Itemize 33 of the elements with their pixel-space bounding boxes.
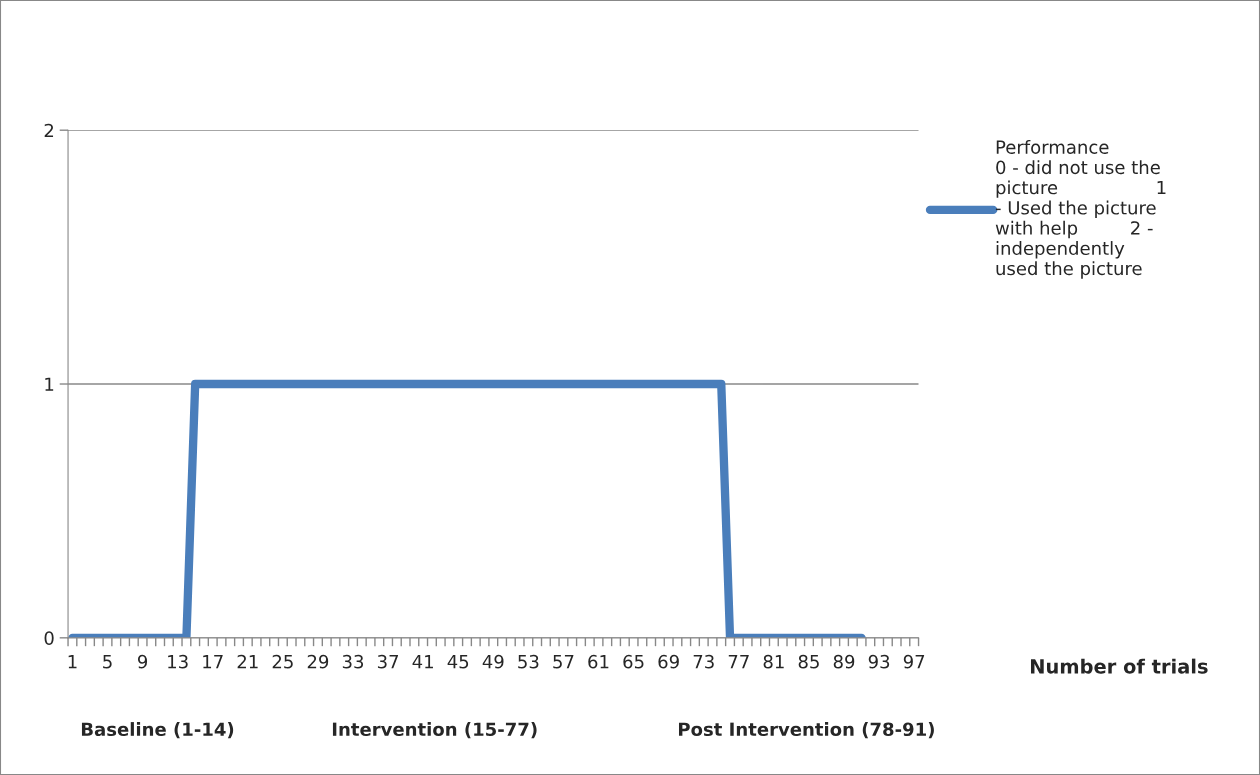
x-tick-label: 85 [798, 654, 819, 669]
x-tick-label: 77 [728, 655, 749, 669]
x-tick-label: 29 [307, 654, 329, 669]
x-tick-label: 81 [763, 654, 784, 669]
x-tick-label: 61 [588, 654, 609, 669]
text: Post Intervention (78-91) [678, 722, 934, 739]
y-tick-label: 1 [45, 377, 54, 391]
x-tick-label: 5 [103, 655, 112, 669]
x-tick-label: 45 [447, 655, 469, 669]
x-tick-label: 49 [482, 654, 504, 669]
x-tick-label: 25 [272, 654, 293, 669]
x-tick-label: 1 [68, 655, 77, 669]
y-tick-label: 0 [44, 631, 54, 645]
text: Baseline (1-14) [81, 722, 234, 739]
x-tick-label: 13 [168, 654, 188, 669]
x-tick-label: 57 [553, 655, 574, 669]
x-tick-label: 93 [868, 654, 890, 669]
x-tick-label: 9 [137, 654, 148, 669]
x-tick-label: 89 [833, 654, 855, 669]
legend-label: Performance 0 - did not use the picture 1 - Used the picture with help 2 - independently used the picture [995, 139, 1166, 279]
text: Intervention (15-77) [332, 722, 537, 739]
x-tick-label: 97 [903, 654, 925, 669]
x-tick-label: 21 [237, 654, 258, 669]
x-tick-label: 65 [623, 654, 644, 669]
x-tick-label: 37 [377, 654, 399, 669]
x-tick-label: 69 [658, 654, 679, 669]
x-tick-label: 73 [693, 654, 714, 669]
x-tick-label: 17 [203, 655, 223, 669]
x-tick-label: 41 [412, 655, 433, 669]
x-tick-label: 53 [518, 654, 539, 669]
text: Number of trials [1031, 658, 1208, 674]
y-tick-label: 2 [44, 123, 54, 138]
x-tick-label: 33 [342, 654, 364, 669]
